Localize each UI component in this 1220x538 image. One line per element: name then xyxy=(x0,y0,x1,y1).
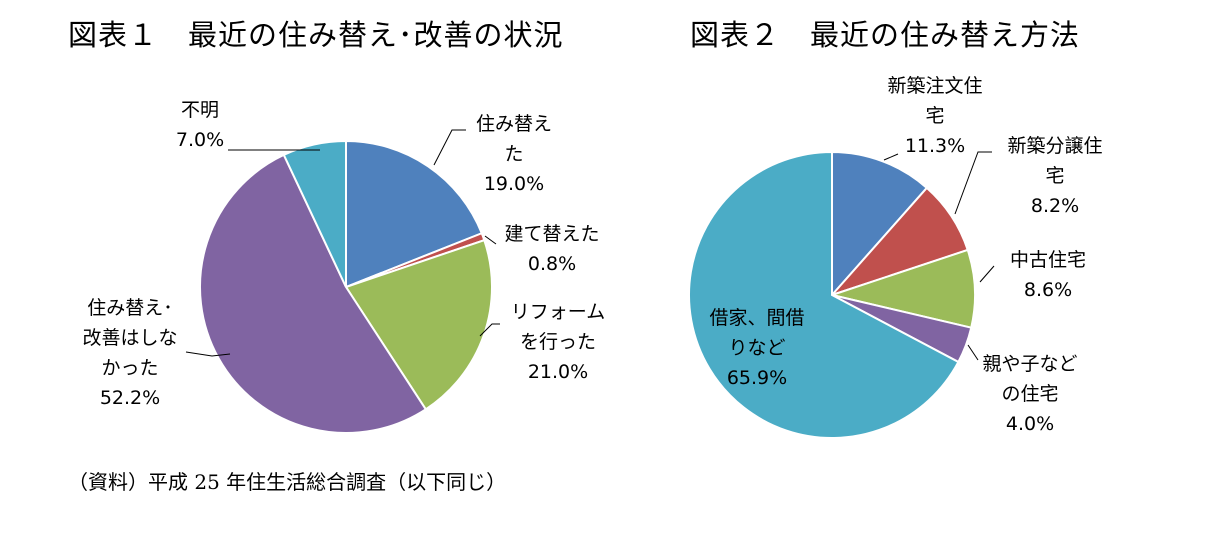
slice-label: 中古住宅 xyxy=(1010,249,1086,271)
slice-label: 建て替えた xyxy=(504,223,599,245)
slice-label: 住み替え･ xyxy=(87,297,173,319)
leader-line xyxy=(883,153,899,161)
slice-label: 住み替え xyxy=(476,113,552,135)
slice-label: た xyxy=(504,143,523,165)
slice-label: リフォーム xyxy=(511,301,605,323)
chart1-title: 図表１ 最近の住み替え･改善の状況 xyxy=(68,18,564,52)
leader-line xyxy=(433,129,466,166)
pie-slice xyxy=(199,153,428,434)
slice-value-label: 8.2% xyxy=(1031,195,1079,217)
leader-line xyxy=(967,344,979,361)
slice-label: を行った xyxy=(520,331,596,353)
pie-slice xyxy=(688,150,960,439)
slice-label: 新築注文住 xyxy=(887,75,982,97)
slice-label: 新築分譲住 xyxy=(1007,135,1102,157)
leader-line xyxy=(185,351,231,357)
slice-value-label: 65.9% xyxy=(727,367,787,389)
pie-slice xyxy=(831,150,929,298)
slice-label: かった xyxy=(101,357,158,379)
source-note: （資料）平成 25 年住生活総合調査（以下同じ） xyxy=(68,470,507,494)
slice-label: の住宅 xyxy=(1001,383,1058,405)
pie-slice xyxy=(345,139,484,289)
leader-line xyxy=(479,323,500,337)
slice-value-label: 19.0% xyxy=(484,173,544,195)
pie-slice xyxy=(344,238,493,411)
pie-slice xyxy=(282,139,347,288)
slice-value-label: 8.6% xyxy=(1024,279,1072,301)
slice-label: 不明 xyxy=(181,99,219,121)
leader-line xyxy=(954,151,992,215)
slice-value-label: 11.3% xyxy=(905,135,965,157)
slice-value-label: 7.0% xyxy=(176,129,224,151)
slice-value-label: 0.8% xyxy=(528,253,576,275)
slice-label: 借家、間借 xyxy=(709,307,804,329)
slice-value-label: 4.0% xyxy=(1006,413,1054,435)
slice-label: 宅 xyxy=(1045,165,1064,187)
leader-line xyxy=(979,265,995,283)
leader-line xyxy=(484,235,497,245)
slice-label: 親や子など xyxy=(982,353,1077,375)
slice-label: 宅 xyxy=(925,105,944,127)
slice-label: 改善はしな xyxy=(82,327,177,349)
chart2-title: 図表２ 最近の住み替え方法 xyxy=(690,18,1081,52)
slice-value-label: 21.0% xyxy=(528,361,588,383)
slice-value-label: 52.2% xyxy=(100,387,160,409)
slice-label: りなど xyxy=(728,337,785,359)
